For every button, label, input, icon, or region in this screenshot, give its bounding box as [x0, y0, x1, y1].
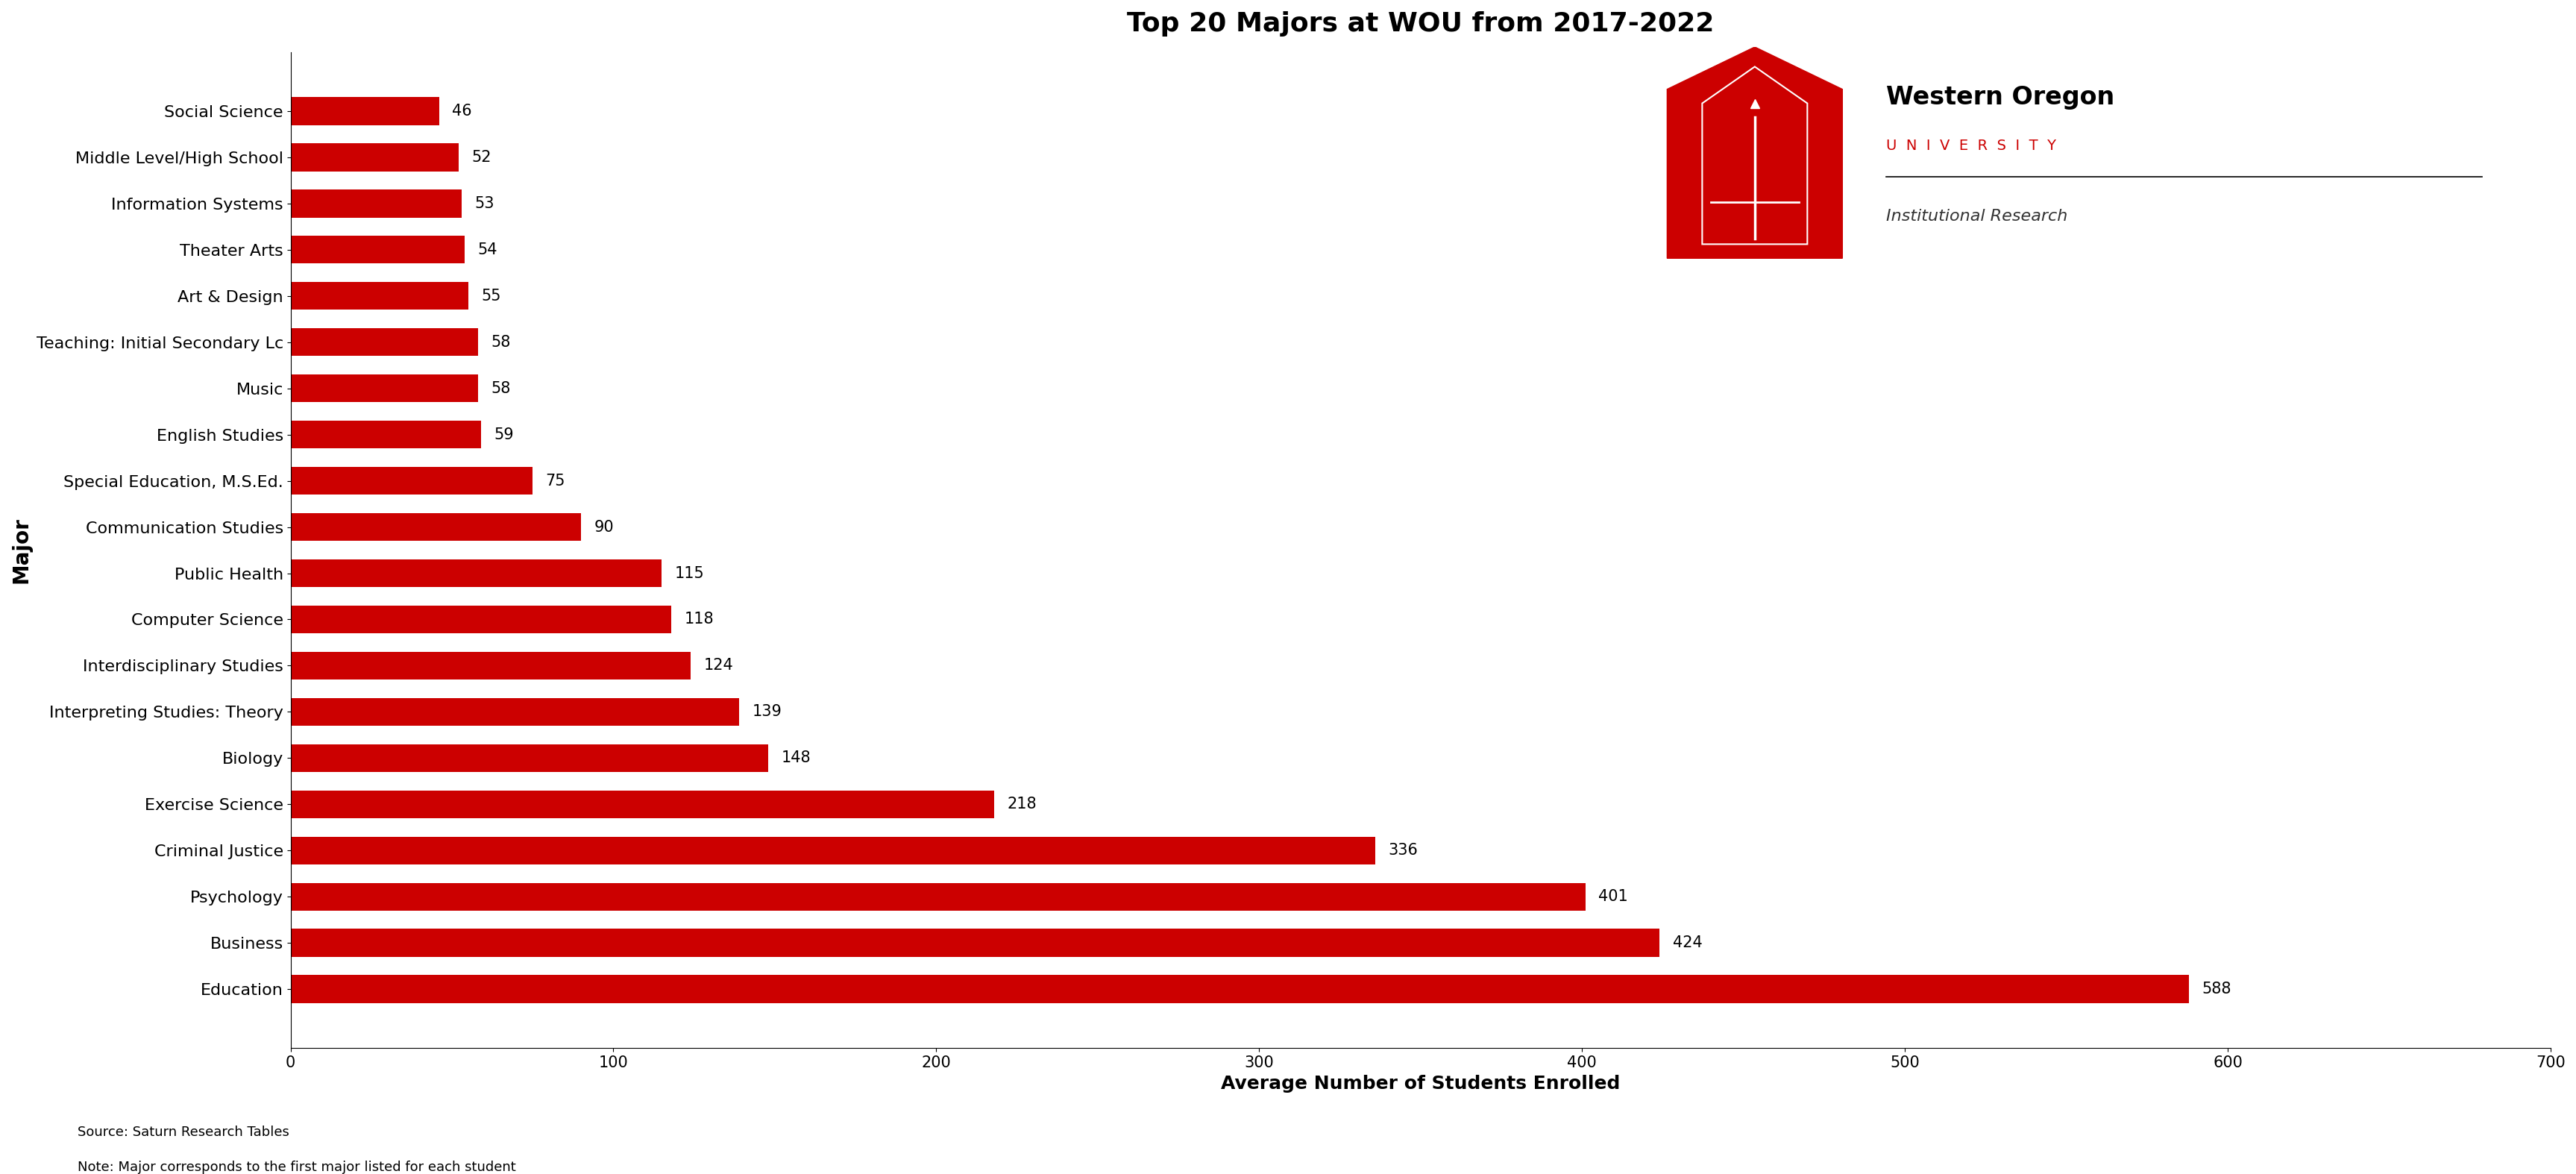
Bar — [291, 420, 482, 448]
Text: 336: 336 — [1388, 843, 1417, 858]
Bar — [291, 837, 1376, 864]
X-axis label: Average Number of Students Enrolled: Average Number of Students Enrolled — [1221, 1074, 1620, 1092]
Bar — [291, 606, 672, 633]
Text: 58: 58 — [489, 380, 510, 396]
Text: 115: 115 — [675, 566, 703, 581]
Text: U  N  I  V  E  R  S  I  T  Y: U N I V E R S I T Y — [1886, 139, 2056, 153]
Bar — [291, 97, 438, 126]
Y-axis label: Major: Major — [10, 517, 31, 583]
Bar — [291, 236, 464, 264]
Text: 58: 58 — [489, 335, 510, 350]
Text: 148: 148 — [781, 750, 811, 765]
Text: 53: 53 — [474, 196, 495, 211]
Text: 59: 59 — [495, 427, 513, 443]
Bar — [291, 282, 469, 310]
Text: 46: 46 — [451, 103, 471, 119]
Text: 218: 218 — [1007, 797, 1036, 811]
Text: 54: 54 — [477, 242, 497, 257]
Polygon shape — [1667, 47, 1842, 258]
Text: Note: Major corresponds to the first major listed for each student: Note: Major corresponds to the first maj… — [77, 1161, 515, 1174]
Text: Institutional Research: Institutional Research — [1886, 209, 2066, 223]
Text: Western Oregon: Western Oregon — [1886, 86, 2115, 110]
Text: 139: 139 — [752, 704, 781, 720]
Bar — [291, 143, 459, 171]
Bar — [291, 559, 662, 587]
Text: 424: 424 — [1672, 936, 1703, 950]
Text: 401: 401 — [1597, 889, 1628, 904]
Title: Top 20 Majors at WOU from 2017-2022: Top 20 Majors at WOU from 2017-2022 — [1126, 12, 1713, 36]
Bar — [291, 790, 994, 818]
Bar — [291, 513, 582, 541]
Text: 75: 75 — [546, 473, 564, 488]
Text: 90: 90 — [595, 520, 613, 534]
Text: Source: Saturn Research Tables: Source: Saturn Research Tables — [77, 1126, 289, 1139]
Bar — [291, 190, 461, 217]
Bar — [291, 929, 1659, 957]
Text: 52: 52 — [471, 150, 492, 164]
Bar — [291, 976, 2190, 1003]
Text: 118: 118 — [685, 612, 714, 627]
Bar — [291, 375, 477, 403]
Bar — [291, 883, 1584, 911]
Bar — [291, 652, 690, 680]
Bar — [291, 467, 533, 494]
Bar — [291, 329, 477, 356]
Text: 124: 124 — [703, 659, 734, 673]
Text: 55: 55 — [482, 289, 500, 303]
Bar — [291, 744, 768, 771]
Text: 588: 588 — [2202, 981, 2231, 997]
Bar — [291, 699, 739, 726]
